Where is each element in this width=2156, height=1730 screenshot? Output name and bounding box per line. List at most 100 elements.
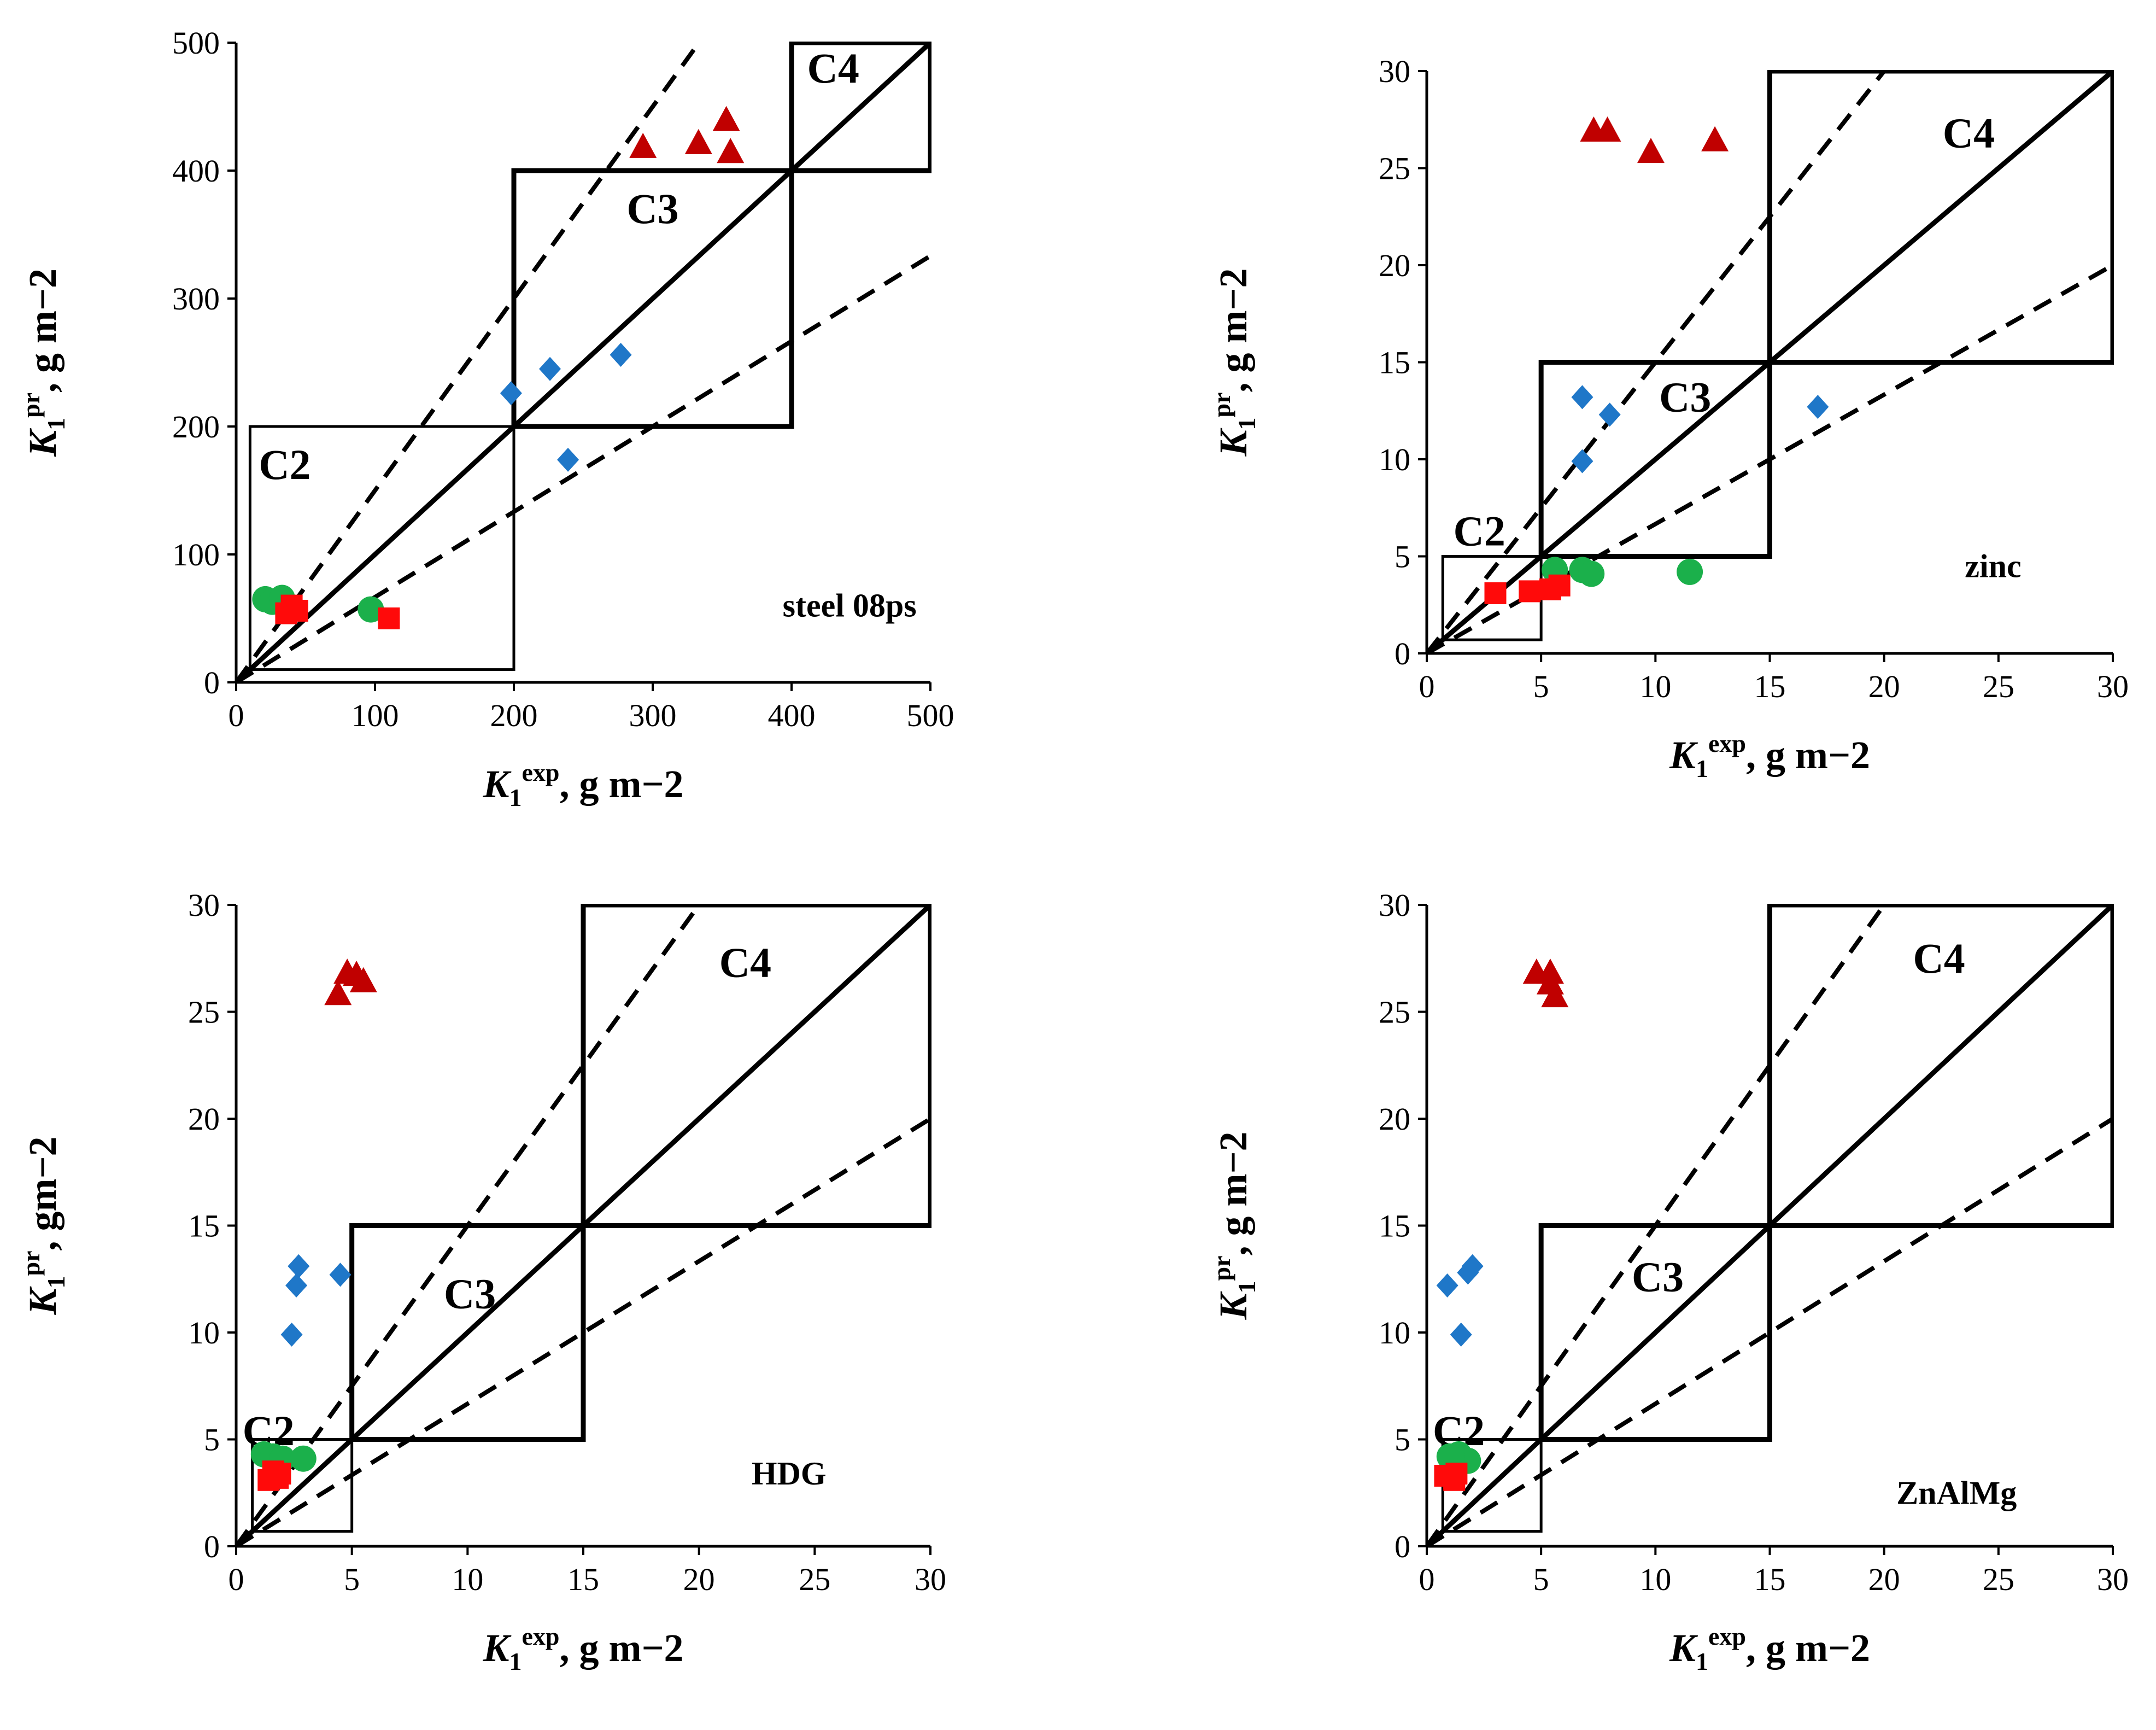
x-tick-label: 0	[229, 698, 244, 733]
data-point-diamond	[1598, 402, 1621, 427]
y-tick-label: 25	[1379, 995, 1410, 1030]
x-tick-label: 25	[1983, 669, 2014, 704]
data-point-circle	[1578, 560, 1605, 587]
chart-panel-2: 00 5 5 10 10 15 15 20 20 25 25 30 30 C2 C3 C4 zinc K1exp,…	[1208, 54, 2129, 782]
x-tick-label: 0	[1419, 1562, 1435, 1597]
x-tick-label: 25	[1983, 1562, 2014, 1597]
y-tick-label: 5	[1395, 1422, 1410, 1458]
y-axis-label: K1pr, g m−2	[1208, 268, 1261, 457]
y-tick-label: 200	[172, 409, 220, 445]
data-point-diamond	[557, 447, 579, 472]
data-point-diamond	[288, 1254, 310, 1278]
data-point-square	[378, 607, 400, 629]
data-point-triangle	[1637, 138, 1665, 163]
y-tick-label: 20	[1379, 1101, 1410, 1137]
lower-tolerance-line	[1426, 1117, 2114, 1547]
data-point-triangle	[1536, 969, 1564, 995]
y-tick-label: 0	[1395, 636, 1410, 671]
panel-title: HDG	[752, 1456, 827, 1492]
upper-tolerance-line	[1426, 70, 1886, 654]
x-tick-label: 10	[1639, 669, 1671, 704]
chart-panel-3: 005510101515202025253030C2C3C4HDGK1exp, …	[17, 887, 946, 1675]
x-tick-label: 30	[2097, 1562, 2129, 1597]
zone-label-c3: C3	[626, 185, 678, 232]
y-tick-label: 10	[1379, 1315, 1410, 1351]
y-tick-label: 15	[1379, 345, 1410, 381]
x-tick-label: 30	[2097, 669, 2129, 704]
data-point-diamond	[539, 356, 561, 381]
y-tick-label: 30	[188, 887, 220, 923]
x-tick-label: 25	[799, 1562, 830, 1597]
data-point-diamond	[329, 1263, 351, 1287]
y-axis-label: K1pr, gm−2	[17, 1136, 70, 1315]
zone-label-c3: C3	[444, 1270, 496, 1318]
data-point-square	[286, 599, 308, 622]
data-point-circle	[358, 596, 384, 623]
data-point-diamond	[1450, 1322, 1472, 1347]
data-point-diamond	[610, 342, 632, 367]
zone-box-c2	[251, 1438, 354, 1533]
data-point-triangle	[684, 128, 712, 154]
y-tick-label: 0	[204, 1529, 220, 1564]
data-point-diamond	[1807, 395, 1829, 419]
data-point-square	[1484, 582, 1507, 604]
y-tick-label: 100	[172, 537, 220, 572]
zone-label-c2: C2	[1454, 507, 1505, 554]
plot-area	[1426, 904, 2114, 1547]
chart-panel-4: 005510101515202025253030C2C3C4ZnAlMgK1ex…	[1208, 887, 2129, 1675]
y-tick-label: 25	[1379, 151, 1410, 186]
identity-line	[235, 42, 931, 683]
y-tick-label: 20	[188, 1101, 220, 1137]
x-tick-label: 5	[1533, 669, 1549, 704]
x-tick-label: 200	[490, 698, 538, 733]
y-tick-label: 10	[1379, 442, 1410, 477]
zone-box-c4	[789, 42, 931, 173]
data-point-triangle	[712, 106, 740, 131]
plot-area	[235, 42, 931, 683]
data-point-triangle	[349, 967, 377, 992]
x-tick-label: 0	[1419, 669, 1435, 704]
chart-panel-1: 00 100 100 200 200 300 300 400 400 500 500 C2 C3 C4 st…	[17, 25, 954, 811]
data-point-diamond	[1461, 1254, 1484, 1278]
y-tick-label: 15	[188, 1208, 220, 1244]
data-point-triangle	[1541, 982, 1569, 1008]
y-tick-label: 0	[204, 665, 220, 700]
y-tick-label: 10	[188, 1315, 220, 1351]
data-point-diamond	[1571, 449, 1593, 474]
y-tick-label: 30	[1379, 54, 1410, 89]
data-point-triangle	[717, 138, 745, 163]
y-tick-label: 500	[172, 25, 220, 61]
identity-line	[1426, 70, 2114, 654]
x-tick-label: 15	[1754, 1562, 1786, 1597]
x-tick-label: 300	[629, 698, 677, 733]
data-point-square	[1443, 1466, 1466, 1489]
y-tick-label: 30	[1379, 887, 1410, 923]
y-tick-label: 5	[204, 1422, 220, 1458]
zone-label-c3: C3	[1632, 1253, 1684, 1300]
x-axis-label: K1exp, g m−2	[1669, 1622, 1870, 1675]
data-point-square	[1519, 580, 1541, 603]
data-point-triangle	[1593, 116, 1621, 142]
zone-label-c3: C3	[1659, 373, 1711, 420]
x-tick-label: 400	[768, 698, 816, 733]
x-tick-label: 100	[351, 698, 399, 733]
x-tick-label: 5	[1533, 1562, 1549, 1597]
panel-title: steel 08ps	[783, 588, 917, 624]
y-tick-label: 400	[172, 153, 220, 189]
data-point-diamond	[285, 1273, 308, 1297]
data-point-diamond	[1436, 1273, 1458, 1297]
zone-label-c2: C2	[259, 441, 310, 488]
data-point-triangle	[324, 980, 352, 1006]
zone-label-c4: C4	[1913, 934, 1965, 982]
y-tick-label: 300	[172, 281, 220, 317]
data-point-diamond	[280, 1322, 303, 1347]
x-tick-label: 15	[1754, 669, 1786, 704]
lower-tolerance-line	[235, 254, 931, 683]
x-tick-label: 20	[1868, 1562, 1900, 1597]
data-point-triangle	[629, 132, 657, 158]
plot-area	[235, 904, 931, 1547]
y-tick-label: 20	[1379, 248, 1410, 283]
x-tick-label: 10	[452, 1562, 483, 1597]
x-tick-label: 500	[907, 698, 954, 733]
x-axis-label: K1exp, g m−2	[482, 758, 683, 811]
